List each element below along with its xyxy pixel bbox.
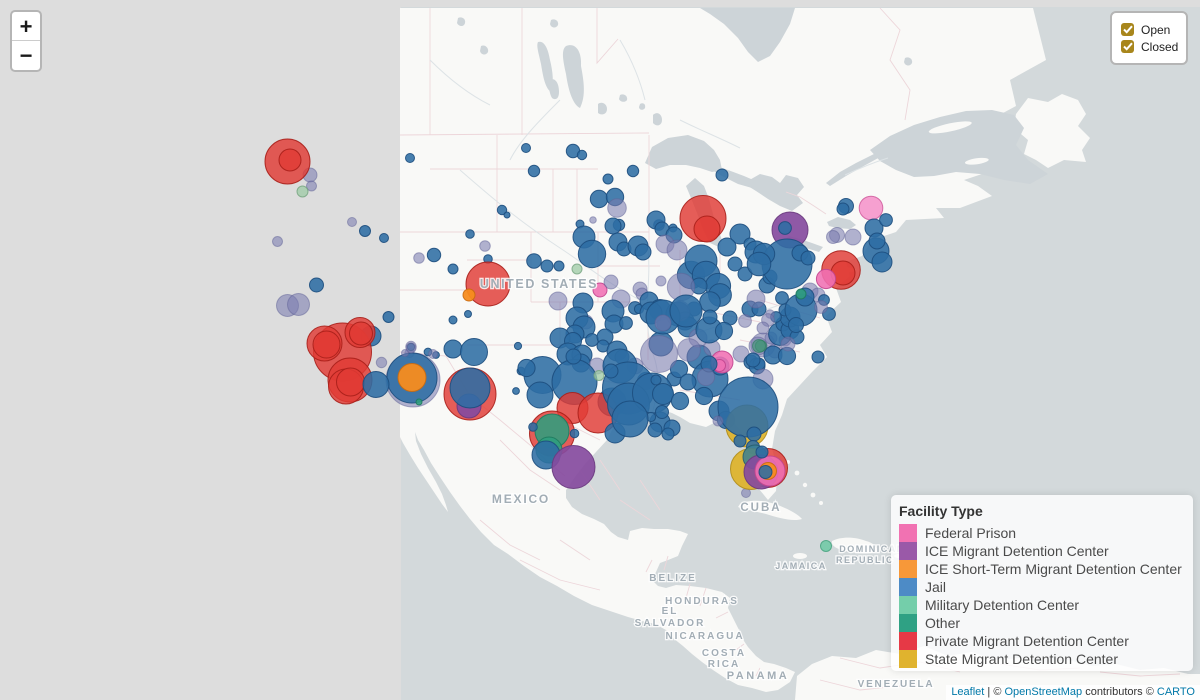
svg-text:HONDURAS: HONDURAS [665, 596, 739, 607]
svg-text:UNITED STATES: UNITED STATES [480, 277, 598, 291]
svg-text:NICARAGUA: NICARAGUA [665, 631, 744, 642]
svg-text:SALVADOR: SALVADOR [635, 618, 706, 629]
svg-text:PANAMA: PANAMA [727, 670, 789, 682]
svg-text:MEXICO: MEXICO [492, 492, 550, 506]
svg-text:DOMINICAN: DOMINICAN [839, 544, 905, 554]
svg-text:VENEZUELA: VENEZUELA [858, 679, 935, 690]
svg-text:BELIZE: BELIZE [649, 573, 697, 584]
svg-text:RICA: RICA [708, 659, 740, 670]
svg-text:COSTA: COSTA [702, 648, 746, 659]
svg-text:CUBA: CUBA [740, 502, 781, 514]
svg-text:EL: EL [662, 606, 679, 617]
svg-text:REPUBLIC: REPUBLIC [836, 555, 894, 565]
svg-text:JAMAICA: JAMAICA [775, 561, 827, 571]
